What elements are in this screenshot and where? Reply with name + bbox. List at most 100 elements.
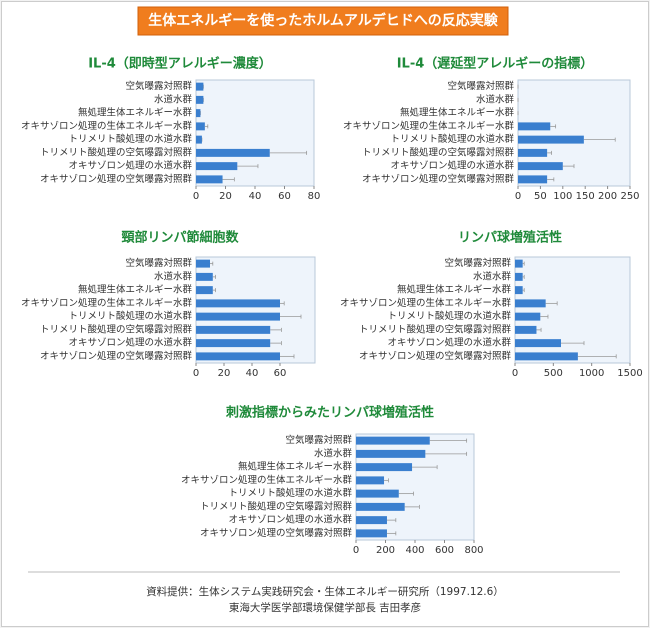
x-tick-label: 250	[620, 191, 639, 202]
category-label: オキサゾロン処理の生体エネルギー水群	[21, 297, 193, 309]
category-label: トリメリト酸処理の空気曝露対照群	[359, 323, 512, 335]
bar	[356, 502, 405, 511]
bar	[515, 259, 523, 268]
category-label: オキサゾロン処理の空気曝露対照群	[40, 350, 193, 362]
bar	[356, 516, 387, 525]
category-label: 空気曝露対照群	[444, 257, 511, 269]
bar	[196, 162, 238, 171]
x-tick-label: 1000	[579, 368, 604, 379]
x-tick-label: 20	[218, 368, 231, 379]
chart-title: IL-4（即時型アレルギー濃度）	[88, 56, 272, 72]
category-label: 無処理生体エネルギー水群	[400, 107, 515, 119]
x-tick-label: 0	[515, 191, 521, 202]
bar	[515, 325, 537, 334]
category-label: 水道水群	[154, 270, 193, 282]
bar	[196, 95, 204, 104]
category-label: トリメリト酸処理の空気曝露対照群	[200, 500, 353, 512]
x-tick-label: 0	[512, 368, 518, 379]
x-tick-label: 600	[435, 545, 454, 556]
bar	[518, 162, 563, 171]
category-label: トリメリト酸処理の空気曝露対照群	[362, 146, 515, 158]
x-tick-label: 200	[598, 191, 617, 202]
x-tick-label: 50	[534, 191, 547, 202]
x-tick-label: 150	[576, 191, 595, 202]
bar	[356, 529, 387, 538]
bar	[356, 463, 413, 472]
x-tick-label: 1500	[617, 368, 642, 379]
bar	[515, 286, 523, 295]
bar	[196, 135, 202, 144]
category-label: オキサゾロン処理の水道水群	[68, 337, 192, 349]
bar	[515, 272, 523, 281]
category-label: 水道水群	[154, 93, 193, 105]
title-box	[137, 6, 509, 36]
x-tick-label: 40	[246, 368, 259, 379]
category-label: 水道水群	[473, 270, 512, 282]
category-label: オキサゾロン処理の生体エネルギー水群	[21, 120, 193, 132]
x-tick-label: 100	[553, 191, 572, 202]
chart-title: リンパ球増殖活性	[458, 230, 562, 246]
category-label: オキサゾロン処理の水道水群	[387, 337, 511, 349]
category-label: トリメリト酸処理の水道水群	[228, 487, 352, 499]
category-label: オキサゾロン処理の生体エネルギー水群	[181, 474, 353, 486]
x-tick-label: 200	[376, 545, 395, 556]
category-label: 空気曝露対照群	[125, 257, 192, 269]
category-label: 水道水群	[314, 447, 353, 459]
category-label: 水道水群	[476, 93, 515, 105]
category-label: 無処理生体エネルギー水群	[238, 461, 353, 473]
bar	[356, 476, 385, 485]
category-label: オキサゾロン処理の水道水群	[68, 160, 192, 172]
bar	[518, 122, 551, 131]
category-label: トリメリト酸処理の水道水群	[68, 133, 192, 145]
category-label: オキサゾロン処理の生体エネルギー水群	[340, 297, 512, 309]
x-tick-label: 60	[274, 368, 287, 379]
bar	[196, 325, 271, 334]
chart-title: 刺激指標からみたリンパ球増殖活性	[226, 405, 434, 421]
bar	[196, 148, 270, 157]
category-label: オキサゾロン処理の生体エネルギー水群	[343, 120, 515, 132]
bar	[518, 175, 548, 184]
bar	[196, 339, 271, 348]
category-label: オキサゾロン処理の空気曝露対照群	[200, 527, 353, 539]
category-label: オキサゾロン処理の空気曝露対照群	[40, 173, 193, 185]
x-tick-label: 80	[308, 191, 321, 202]
x-tick-label: 60	[278, 191, 291, 202]
bar	[515, 312, 541, 321]
category-label: トリメリト酸処理の空気曝露対照群	[40, 323, 193, 335]
bar	[196, 352, 280, 361]
category-label: 無処理生体エネルギー水群	[397, 284, 512, 296]
category-label: 空気曝露対照群	[285, 434, 352, 446]
source: 資料提供：生体システム実践研究会・生体エネルギー研究所（1997.12.6）	[146, 585, 504, 598]
chart-title: IL-4（遅延型アレルギーの指標）	[397, 56, 594, 72]
source: 東海大学医学部環境保健学部長 吉田孝彦	[229, 601, 421, 614]
x-tick-label: 20	[219, 191, 232, 202]
x-tick-label: 40	[249, 191, 262, 202]
bar	[515, 299, 546, 308]
x-tick-label: 0	[353, 545, 359, 556]
category-label: オキサゾロン処理の水道水群	[228, 514, 352, 526]
bar	[518, 148, 548, 157]
bar	[356, 436, 430, 445]
category-label: オキサゾロン処理の水道水群	[390, 160, 514, 172]
category-label: 空気曝露対照群	[447, 80, 514, 92]
category-label: トリメリト酸処理の空気曝露対照群	[40, 146, 193, 158]
category-label: トリメリト酸処理の水道水群	[390, 133, 514, 145]
x-tick-label: 0	[193, 191, 199, 202]
x-tick-label: 800	[464, 545, 483, 556]
bar	[356, 489, 399, 498]
bar	[196, 109, 201, 118]
bar	[196, 299, 280, 308]
x-tick-label: 500	[544, 368, 563, 379]
page-title: 生体エネルギーを使ったホルムアルデヒドへの反応実験	[148, 12, 499, 29]
bar	[196, 82, 204, 91]
category-label: オキサゾロン処理の空気曝露対照群	[362, 173, 515, 185]
category-label: トリメリト酸処理の水道水群	[68, 310, 192, 322]
x-tick-label: 400	[405, 545, 424, 556]
bar	[196, 259, 210, 268]
bar	[196, 286, 213, 295]
bar	[196, 175, 223, 184]
bar	[515, 352, 578, 361]
plot-area	[195, 79, 315, 187]
bar	[356, 449, 426, 458]
